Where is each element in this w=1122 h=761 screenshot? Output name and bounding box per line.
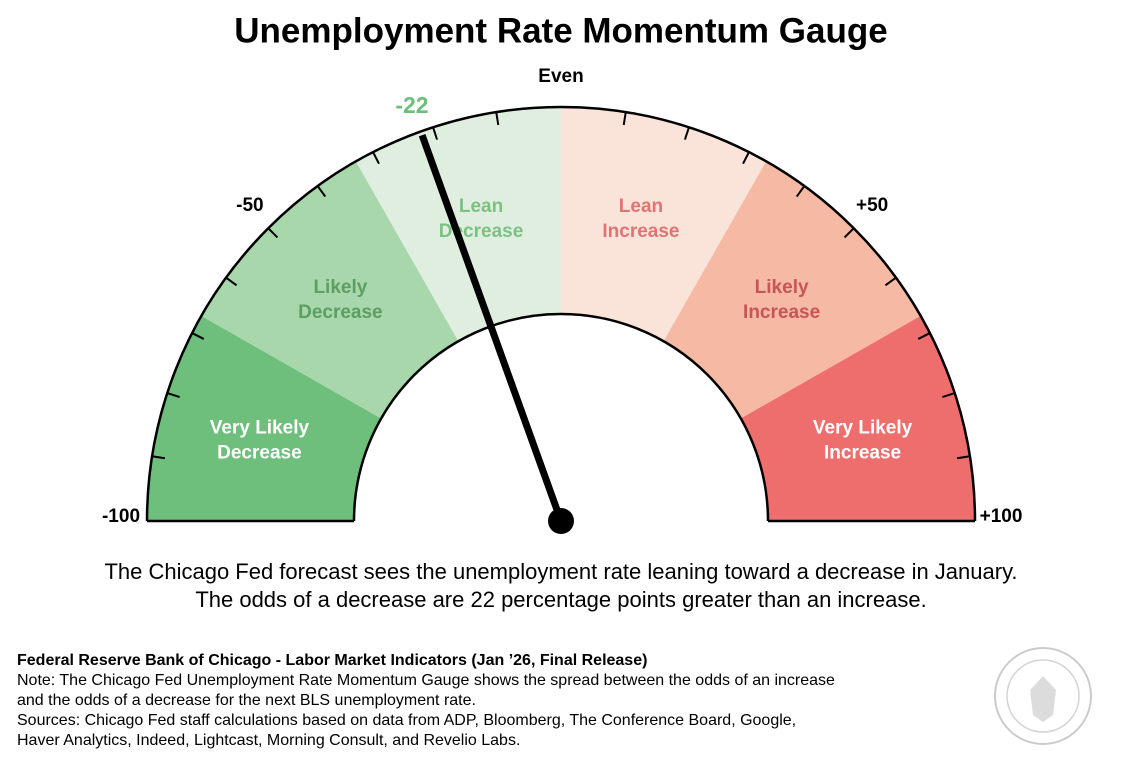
gauge-band — [201, 161, 459, 419]
note: Sources: Chicago Fed staff calculations … — [17, 712, 796, 729]
tick-mark — [166, 392, 180, 399]
gauge-band — [355, 107, 561, 342]
tick-mark — [372, 151, 380, 165]
chart-title: Unemployment Rate Momentum Gauge — [234, 11, 887, 50]
band-label: Increase — [743, 302, 820, 323]
tick-mark — [917, 332, 931, 340]
tick-mark — [884, 276, 897, 287]
tick-label: +100 — [980, 506, 1023, 527]
gauge-band — [147, 315, 382, 521]
tick-mark — [432, 126, 439, 140]
band-label: Lean — [459, 196, 503, 217]
tick-label: Even — [538, 66, 583, 87]
tick-label: +50 — [856, 195, 888, 216]
band-label: Likely — [755, 277, 809, 298]
band-label: Decrease — [298, 302, 383, 323]
needle — [418, 134, 565, 523]
tick-mark — [191, 332, 205, 340]
tick-mark — [316, 185, 327, 198]
tick-label: -50 — [236, 195, 263, 216]
band-label: Very Likely — [210, 418, 310, 439]
tick-mark — [956, 455, 971, 460]
tick-mark — [942, 392, 956, 399]
seal-ring — [994, 647, 1092, 745]
note: Note: The Chicago Fed Unemployment Rate … — [17, 672, 835, 689]
band-label: Increase — [824, 443, 901, 464]
seal-ring — [1006, 659, 1080, 733]
caption: The odds of a decrease are 22 percentage… — [195, 587, 926, 612]
tick-mark — [795, 185, 806, 198]
caption: The Chicago Fed forecast sees the unempl… — [104, 559, 1017, 584]
tick-mark — [151, 455, 166, 460]
tick-mark — [843, 227, 855, 239]
seal-eagle — [1030, 676, 1056, 722]
gauge-band — [740, 315, 975, 521]
band-label: Increase — [602, 221, 679, 242]
tick-mark — [225, 276, 238, 287]
note: Haver Analytics, Indeed, Lightcast, Morn… — [17, 732, 520, 749]
tick-mark — [267, 227, 279, 239]
gauge-band — [561, 107, 767, 342]
band-label: Decrease — [217, 443, 302, 464]
needle-hub — [548, 508, 574, 534]
value-label: -22 — [395, 92, 428, 118]
band-label: Likely — [313, 277, 367, 298]
note: and the odds of a decrease for the next … — [17, 692, 476, 709]
band-label: Very Likely — [813, 418, 913, 439]
gauge-outline — [145, 105, 977, 522]
seal — [994, 647, 1092, 745]
gauge-band — [663, 161, 921, 419]
tick-label: -100 — [102, 506, 140, 527]
source-title: Federal Reserve Bank of Chicago - Labor … — [17, 652, 647, 669]
tick-mark — [495, 111, 500, 126]
tick-mark — [683, 126, 690, 140]
tick-mark — [742, 151, 750, 165]
tick-mark — [622, 111, 627, 126]
band-label: Lean — [619, 196, 663, 217]
